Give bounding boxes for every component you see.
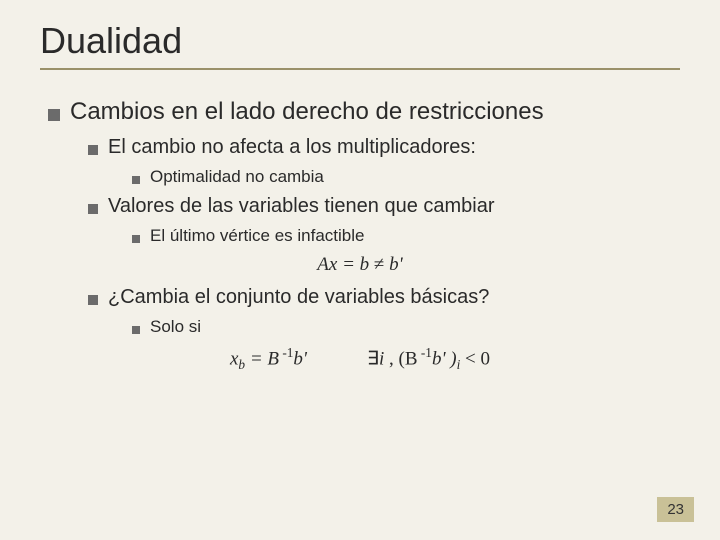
lvl3-text: El último vértice es infactible (150, 226, 364, 246)
lvl3-text: Solo si (150, 317, 201, 337)
square-bullet-icon (48, 109, 60, 121)
formula-part: b' ) (432, 348, 457, 369)
slide: Dualidad Cambios en el lado derecho de r… (0, 0, 720, 540)
formula-part: < 0 (460, 348, 490, 369)
bullet-level3: Optimalidad no cambia (132, 167, 680, 187)
not-equal-symbol: ≠ (374, 254, 384, 275)
formula-part: = B (245, 348, 279, 369)
square-bullet-icon (88, 145, 98, 155)
bullet-level3: Solo si (132, 317, 680, 337)
superscript: -1 (418, 345, 432, 360)
square-bullet-icon (132, 326, 140, 334)
lvl2-text: Valores de las variables tienen que camb… (108, 195, 495, 218)
formula-2: xb = B -1b' ∃i , (B -1b' )i < 0 (40, 345, 680, 373)
lvl2-text: El cambio no afecta a los multiplicadore… (108, 136, 476, 159)
lvl2-text: ¿Cambia el conjunto de variables básicas… (108, 286, 489, 309)
formula-1: Ax = b ≠ b' (40, 254, 680, 276)
bullet-level3: El último vértice es infactible (132, 226, 680, 246)
bullet-level2: El cambio no afecta a los multiplicadore… (88, 136, 680, 159)
square-bullet-icon (88, 204, 98, 214)
lvl1-text: Cambios en el lado derecho de restriccio… (70, 98, 544, 126)
exists-symbol: ∃ (367, 348, 379, 369)
square-bullet-icon (132, 235, 140, 243)
formula-part: , (B (389, 348, 418, 369)
bullet-level2: ¿Cambia el conjunto de variables básicas… (88, 286, 680, 309)
square-bullet-icon (132, 176, 140, 184)
square-bullet-icon (88, 295, 98, 305)
bullet-level2: Valores de las variables tienen que camb… (88, 195, 680, 218)
title-underline (40, 68, 680, 70)
formula-left: xb = B -1b' (230, 345, 307, 373)
superscript: -1 (279, 345, 293, 360)
formula-part: i (379, 348, 389, 369)
formula-right: ∃i , (B -1b' )i < 0 (367, 345, 490, 373)
page-number: 23 (657, 497, 694, 522)
lvl3-text: Optimalidad no cambia (150, 167, 324, 187)
formula-part: b' (389, 254, 403, 275)
slide-title: Dualidad (40, 20, 680, 62)
formula-part: b' (293, 348, 307, 369)
bullet-level1: Cambios en el lado derecho de restriccio… (48, 98, 680, 126)
formula-part: Ax = b (317, 254, 369, 275)
